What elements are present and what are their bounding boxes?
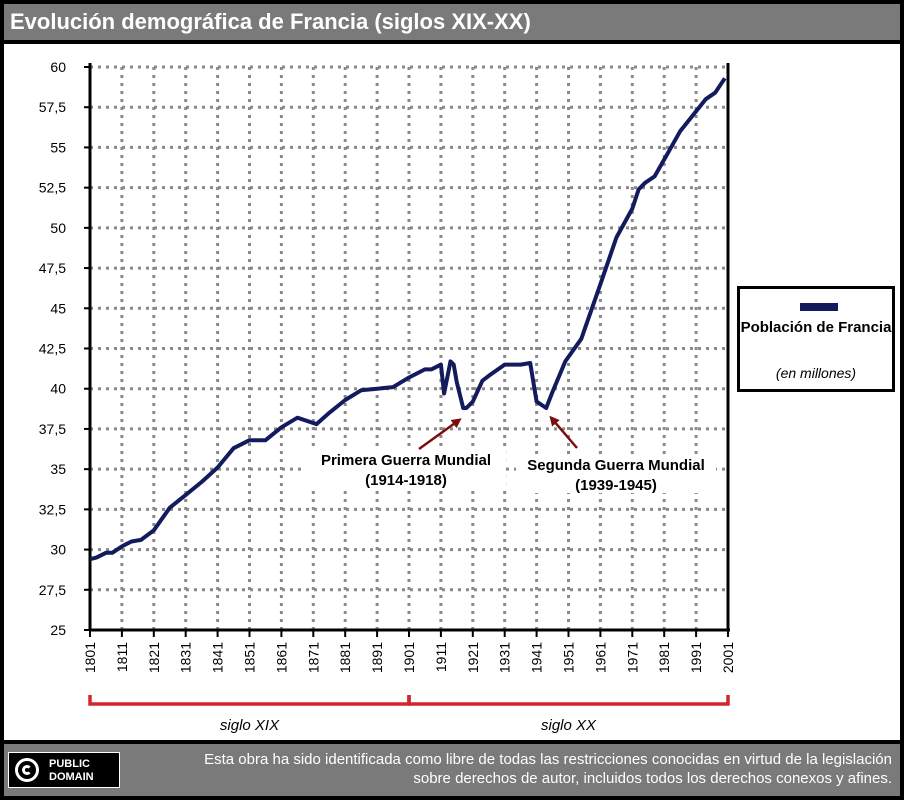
x-tick-label: 1831 <box>178 642 194 673</box>
x-tick-label: 1811 <box>114 642 130 672</box>
x-tick-label: 1871 <box>305 642 321 673</box>
license-notice: Esta obra ha sido identificada como libr… <box>204 751 892 787</box>
century-bracket <box>88 695 411 706</box>
y-tick-label: 42,5 <box>39 341 66 357</box>
x-tick-label: 1991 <box>688 642 704 673</box>
x-tick-label: 1891 <box>369 642 385 673</box>
y-tick-label: 40 <box>50 381 66 397</box>
badge-text-line1: PUBLIC <box>49 758 90 770</box>
legend-swatch <box>800 303 838 311</box>
annotation-title: Segunda Guerra Mundial <box>527 457 705 474</box>
public-domain-icon <box>15 758 39 782</box>
x-tick-label: 1951 <box>561 642 577 673</box>
annotation-years: (1939-1945) <box>575 477 657 494</box>
x-tick-label: 1981 <box>656 642 672 673</box>
x-tick-label: 1901 <box>401 642 417 673</box>
x-tick-label: 1961 <box>592 642 608 673</box>
chart-title: Evolución demográfica de Francia (siglos… <box>10 9 531 34</box>
x-tick-label: 1801 <box>82 642 98 673</box>
y-tick-label: 50 <box>50 220 66 236</box>
x-tick-label: 1821 <box>146 642 162 673</box>
x-tick-label: 1931 <box>497 642 513 673</box>
badge-text-line2: DOMAIN <box>49 771 94 783</box>
annotation-bg <box>306 450 506 488</box>
title-bar: Evolución demográfica de Francia (siglos… <box>4 4 900 40</box>
legend-label: Población de Francia <box>740 319 892 336</box>
public-domain-badge[interactable]: PUBLIC DOMAIN <box>8 752 120 788</box>
y-tick-label: 47,5 <box>39 260 66 276</box>
annotation-bg <box>516 455 716 493</box>
series-line <box>89 77 727 562</box>
y-tick-label: 32,5 <box>39 501 66 517</box>
century-label: siglo XIX <box>220 717 280 734</box>
y-tick-label: 57,5 <box>39 99 66 115</box>
x-tick-label: 1911 <box>433 642 449 672</box>
x-tick-label: 1841 <box>210 642 226 673</box>
annotation-title: Primera Guerra Mundial <box>321 452 491 469</box>
annotation-arrow <box>549 415 578 449</box>
annotation-arrow <box>418 418 462 451</box>
x-tick-label: 1921 <box>465 642 481 673</box>
annotation-years: (1914-1918) <box>365 472 447 489</box>
x-tick-label: 1851 <box>242 642 258 673</box>
y-tick-label: 60 <box>50 59 66 75</box>
x-tick-label: 1881 <box>337 642 353 673</box>
y-tick-label: 35 <box>50 461 66 477</box>
y-tick-label: 52,5 <box>39 180 66 196</box>
y-tick-label: 55 <box>50 139 66 155</box>
y-tick-label: 27,5 <box>39 582 66 598</box>
century-bracket <box>407 695 730 706</box>
y-tick-label: 25 <box>50 622 66 638</box>
x-tick-label: 2001 <box>720 642 736 673</box>
plot-area: 25 27,5 30 32,5 35 37,5 40 42,5 45 47,5 50 52,5 55 57… <box>4 44 900 740</box>
y-tick-label: 30 <box>50 542 66 558</box>
line-chart: 25 27,5 30 32,5 35 37,5 40 42,5 45 47,5 50 52,5 55 57… <box>39 59 736 734</box>
y-tick-label: 45 <box>50 300 66 316</box>
x-tick-label: 1941 <box>529 642 545 673</box>
footer: PUBLIC DOMAIN Esta obra ha sido identifi… <box>4 744 900 796</box>
century-label: siglo XX <box>541 717 597 734</box>
x-tick-label: 1971 <box>624 642 640 673</box>
legend: Población de Francia (en millones) <box>737 286 895 392</box>
y-tick-label: 37,5 <box>39 421 66 437</box>
legend-unit: (en millones) <box>775 365 857 381</box>
x-tick-label: 1861 <box>273 642 289 673</box>
